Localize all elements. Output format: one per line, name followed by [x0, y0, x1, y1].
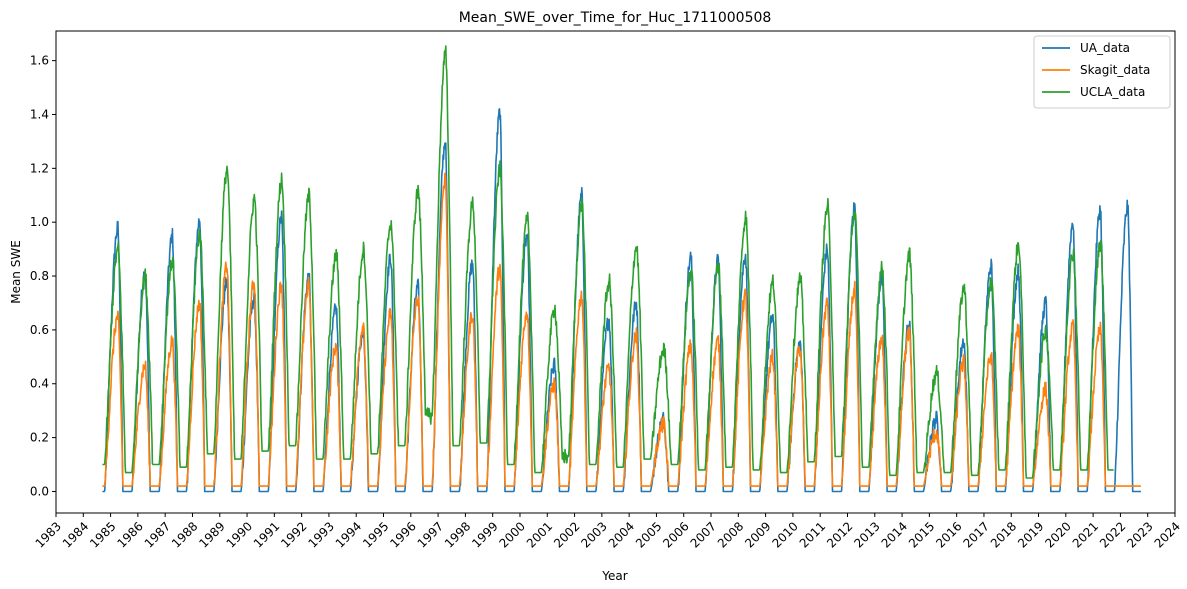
series-line-ucla-data: [102, 45, 1114, 479]
legend: UA_data Skagit_data UCLA_data: [1033, 35, 1171, 109]
legend-box: [1033, 35, 1171, 109]
y-axis: 0.0 0.2 0.4 0.6 0.8 1.0 1.2 1.4 1.6: [30, 54, 56, 498]
legend-label: Skagit_data: [1080, 63, 1150, 77]
series-layer: [102, 45, 1142, 493]
plot-area: [55, 30, 1176, 514]
y-tick-label: 0.0: [30, 484, 49, 498]
series-line-skagit-data: [102, 172, 1142, 487]
y-tick-label: 0.2: [30, 431, 49, 445]
y-tick-label: 0.8: [30, 269, 49, 283]
y-tick-label: 1.2: [30, 161, 49, 175]
y-tick-label: 1.4: [30, 107, 49, 121]
legend-label: UCLA_data: [1080, 85, 1145, 99]
x-axis-label: Year: [601, 569, 627, 583]
legend-label: UA_data: [1080, 41, 1130, 55]
chart-title: Mean_SWE_over_Time_for_Huc_1711000508: [459, 10, 772, 26]
y-tick-label: 1.6: [30, 54, 49, 68]
y-tick-label: 0.4: [30, 377, 49, 391]
y-tick-label: 1.0: [30, 215, 49, 229]
y-axis-label: Mean SWE: [9, 240, 23, 304]
plot-frame: [55, 30, 1176, 514]
y-tick-label: 0.6: [30, 323, 49, 337]
